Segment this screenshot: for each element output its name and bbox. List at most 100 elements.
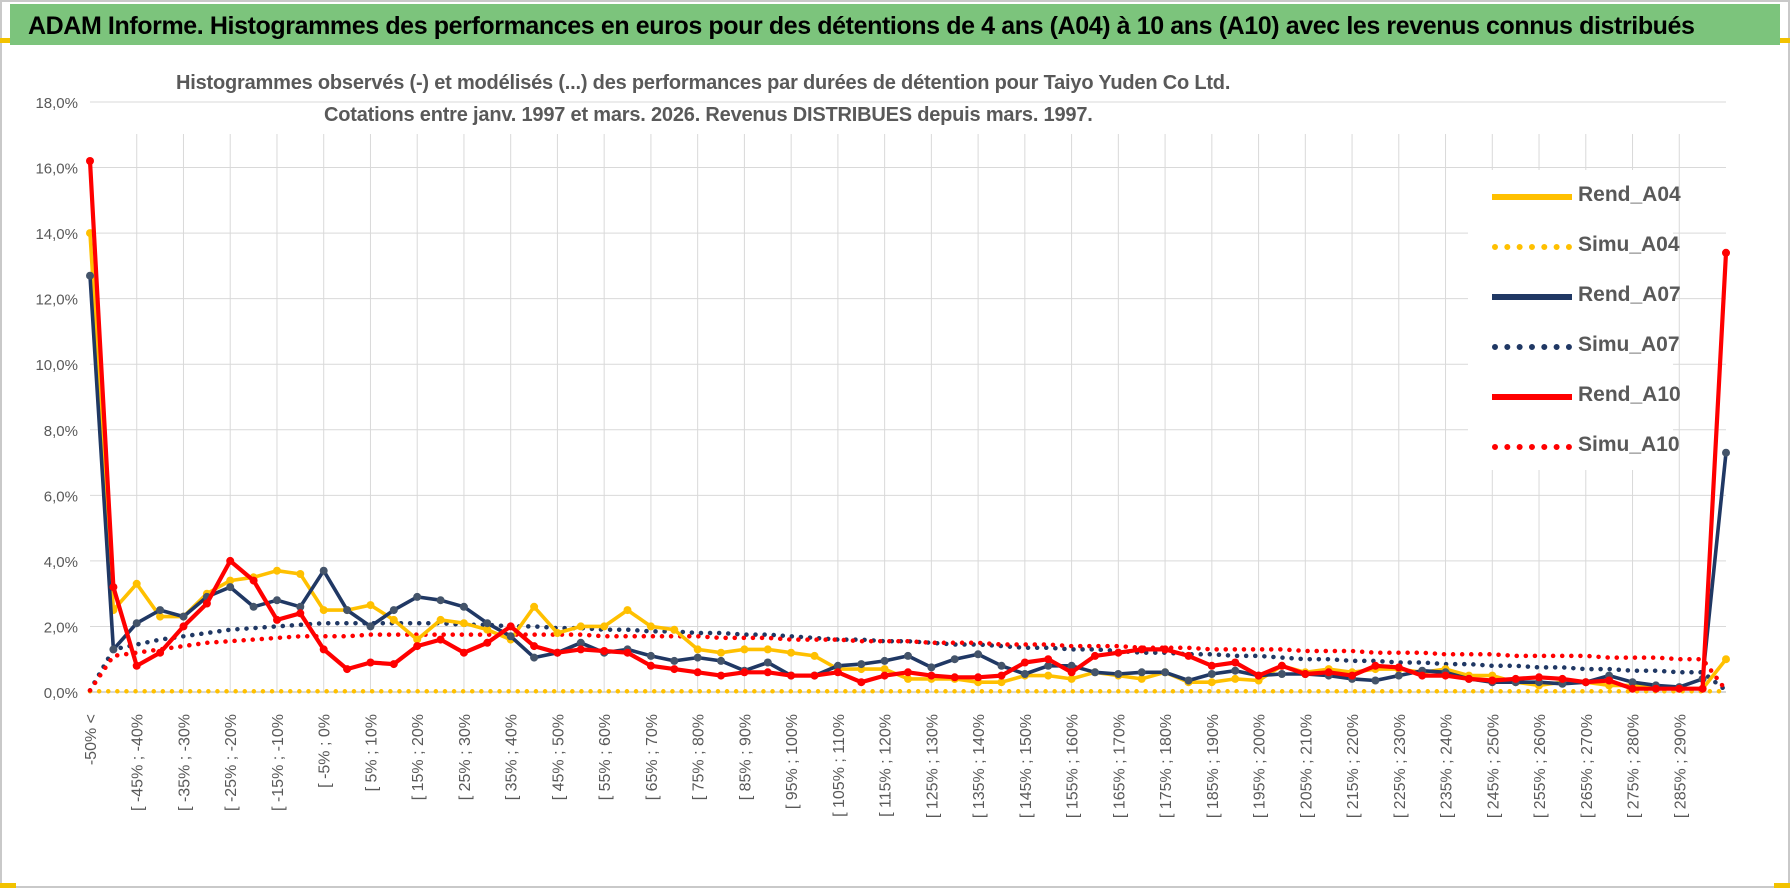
- point-rend-a04: [904, 674, 912, 683]
- x-tick-label: [ 215% ; 220%: [1345, 714, 1362, 818]
- chart-title-line-1: Histogrammes observés (-) et modélisés (…: [170, 72, 1237, 95]
- point-rend-a10: [1277, 661, 1286, 670]
- legend-swatch-rend-a07: [1492, 294, 1572, 300]
- point-rend-a07: [880, 656, 889, 665]
- header-title: ADAM Informe. Histogrammes des performan…: [28, 12, 1695, 40]
- legend-swatch-rend-a04: [1492, 194, 1572, 200]
- legend-item-simu-a10: Simu_A10: [1492, 430, 1680, 460]
- x-tick-label: [ 225% ; 230%: [1392, 714, 1409, 818]
- x-tick-label: [ 105% ; 110%: [831, 714, 848, 817]
- point-rend-a07: [1044, 661, 1053, 670]
- point-rend-a10: [1418, 671, 1427, 680]
- point-rend-a07: [366, 622, 375, 631]
- y-tick-label: 14,0%: [35, 226, 78, 243]
- point-rend-a10: [857, 678, 866, 687]
- point-rend-a04: [132, 579, 141, 588]
- x-tick-label: [ 195% ; 200%: [1252, 714, 1269, 818]
- y-tick-label: 6,0%: [44, 488, 78, 505]
- point-rend-a07: [296, 602, 305, 611]
- point-rend-a04: [623, 606, 632, 615]
- series-layer: [86, 157, 1730, 694]
- point-rend-a10: [156, 648, 165, 657]
- x-tick-label: [ -25% ; -20%: [223, 714, 240, 811]
- point-rend-a07: [109, 645, 118, 654]
- point-rend-a04: [1207, 678, 1216, 687]
- point-rend-a07: [646, 651, 655, 660]
- point-rend-a04: [319, 606, 328, 615]
- point-rend-a04: [1722, 655, 1730, 664]
- point-rend-a07: [273, 596, 281, 605]
- point-rend-a10: [1464, 674, 1473, 683]
- y-tick-label: 16,0%: [35, 161, 78, 178]
- y-tick-label: 0,0%: [44, 685, 78, 702]
- point-rend-a10: [389, 660, 398, 669]
- point-rend-a10: [1207, 661, 1216, 670]
- x-tick-label: [ 255% ; 260%: [1532, 714, 1549, 818]
- legend-item-simu-a07: Simu_A07: [1492, 330, 1680, 360]
- x-tick-label: [ 55% ; 60%: [597, 714, 614, 800]
- point-rend-a07: [763, 658, 772, 667]
- x-tick-label: [ 25% ; 30%: [457, 714, 474, 800]
- point-rend-a10: [249, 576, 258, 585]
- point-rend-a04: [646, 622, 655, 631]
- point-rend-a10: [1651, 684, 1660, 693]
- point-rend-a04: [763, 645, 772, 654]
- x-tick-label: [ 285% ; 290%: [1672, 714, 1689, 818]
- chart-legend: Rend_A04 Simu_A04 Rend_A07 Simu_A07 Rend…: [1468, 170, 1681, 470]
- point-rend-a07: [1161, 668, 1170, 677]
- point-rend-a10: [1441, 671, 1450, 680]
- y-tick-label: 10,0%: [35, 357, 78, 374]
- x-tick-label: [ 185% ; 190%: [1205, 714, 1222, 818]
- point-rend-a07: [1067, 661, 1076, 670]
- point-rend-a10: [226, 556, 235, 565]
- point-rend-a07: [1114, 670, 1123, 678]
- axis-layer: 0,0% 2,0% 4,0% 6,0% 8,0% 10,0% 12,0% 14,0% 16,0%…: [35, 95, 1726, 818]
- series-line-simu-a10: [87, 632, 1729, 693]
- point-rend-a07: [86, 271, 94, 280]
- point-rend-a07: [576, 638, 585, 647]
- point-rend-a10: [132, 661, 141, 670]
- point-rend-a04: [413, 635, 422, 644]
- point-rend-a07: [717, 656, 725, 665]
- point-rend-a07: [904, 651, 912, 660]
- point-rend-a04: [553, 629, 562, 637]
- legend-item-rend-a04: Rend_A04: [1492, 180, 1681, 210]
- point-rend-a07: [833, 661, 842, 670]
- point-rend-a10: [1161, 645, 1170, 654]
- point-rend-a04: [600, 622, 609, 631]
- point-rend-a10: [1301, 670, 1310, 678]
- x-tick-label: [ 175% ; 180%: [1158, 714, 1175, 818]
- grid-layer: [90, 101, 1726, 693]
- point-rend-a04: [530, 602, 539, 611]
- point-rend-a07: [1137, 668, 1146, 677]
- legend-item-rend-a10: Rend_A10: [1492, 380, 1681, 410]
- point-rend-a07: [530, 653, 539, 662]
- point-rend-a07: [997, 661, 1006, 670]
- x-tick-label: [ 5% ; 10%: [363, 714, 380, 791]
- point-rend-a07: [343, 606, 352, 615]
- point-rend-a04: [717, 648, 725, 657]
- point-rend-a04: [740, 645, 749, 654]
- point-rend-a10: [1044, 655, 1053, 664]
- point-rend-a10: [623, 648, 632, 657]
- legend-swatch-simu-a07: [1492, 344, 1572, 350]
- point-rend-a10: [1558, 674, 1567, 683]
- point-rend-a10: [904, 668, 912, 677]
- point-rend-a07: [132, 619, 141, 628]
- point-rend-a07: [436, 596, 445, 605]
- point-rend-a10: [787, 671, 796, 680]
- y-tick-label: 12,0%: [35, 292, 78, 309]
- point-rend-a10: [109, 583, 118, 592]
- point-rend-a10: [880, 671, 889, 680]
- point-rend-a10: [506, 622, 515, 631]
- point-rend-a10: [670, 665, 679, 674]
- point-rend-a07: [927, 663, 936, 672]
- point-rend-a04: [296, 570, 305, 578]
- point-rend-a07: [506, 632, 515, 641]
- x-tick-label: [ 235% ; 240%: [1439, 714, 1456, 818]
- point-rend-a10: [1067, 668, 1076, 677]
- x-tick-label: [ -5% ; 0%: [317, 714, 334, 788]
- y-tick-label: 2,0%: [44, 619, 78, 636]
- x-tick-label: [ 275% ; 280%: [1626, 714, 1643, 818]
